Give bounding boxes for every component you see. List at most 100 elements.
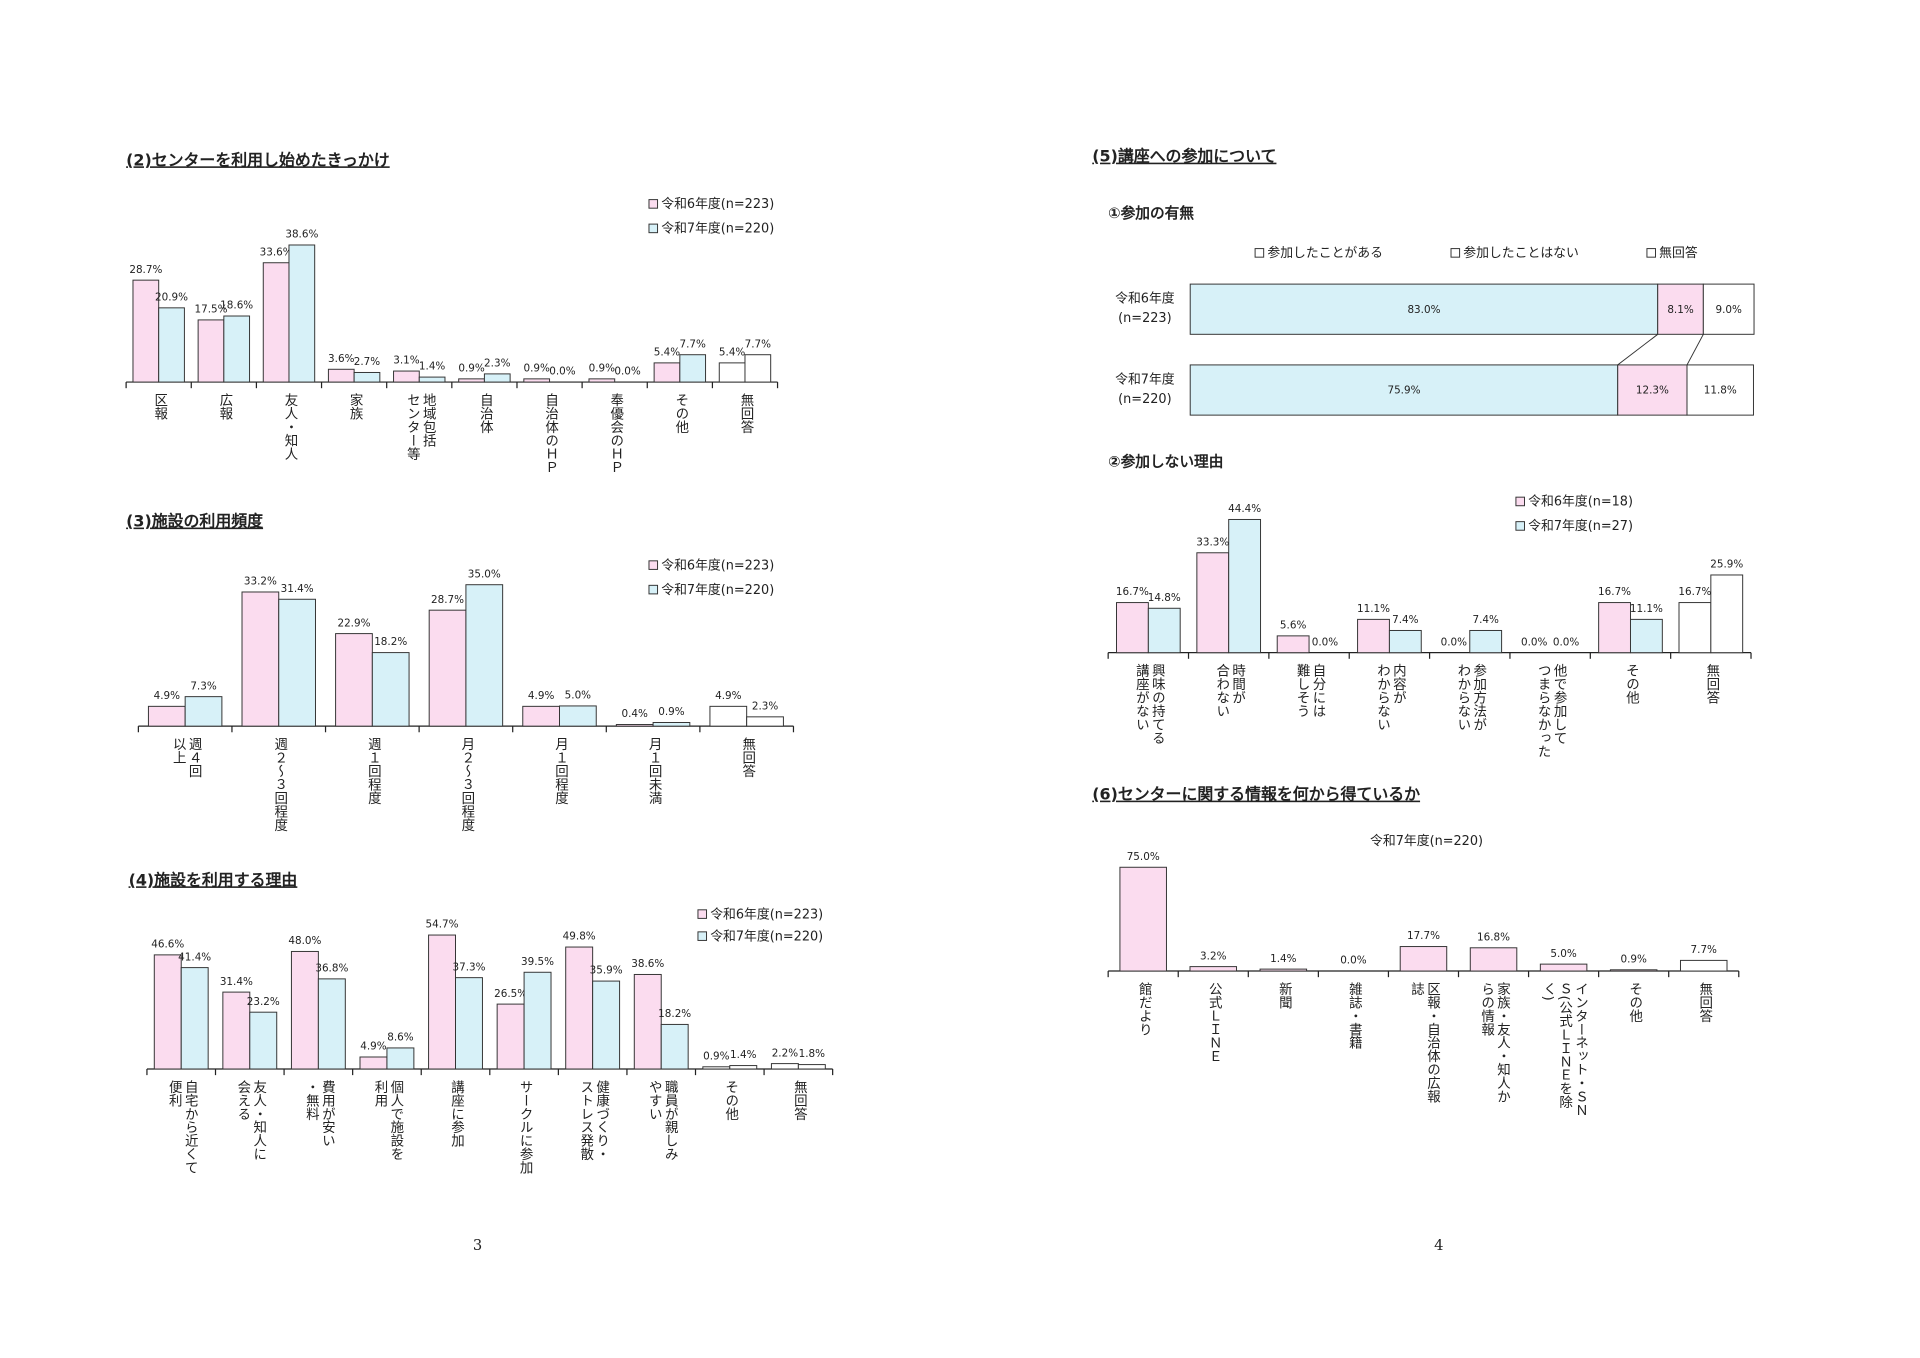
bar-segment	[1189, 283, 1659, 335]
legend-label: 参加したことはない	[1463, 245, 1579, 261]
legend-swatch	[648, 560, 659, 570]
legend-label: 参加したことがある	[1267, 245, 1383, 261]
value-label: 1.4%	[730, 1049, 757, 1061]
legend-label: 令和7年度(n=220)	[710, 928, 823, 944]
value-label: 18.6%	[220, 300, 253, 312]
legend-label: 令和7年度(n=220)	[1370, 833, 1483, 849]
value-label: 4.9%	[360, 1041, 387, 1053]
value-label: 18.2%	[374, 636, 407, 648]
value-label: 5.0%	[565, 690, 592, 702]
category-label: 月２～３回程度	[458, 737, 475, 832]
category-label: 区報・自治体の広報	[1424, 982, 1441, 1104]
bar	[222, 991, 251, 1070]
category-label: 新聞	[1276, 982, 1293, 1010]
value-label: 9.0%	[1715, 304, 1742, 316]
value-label: 1.8%	[799, 1048, 826, 1060]
connector	[1686, 334, 1704, 366]
category-label: Ｓ(公式ＬＩＮＥを除	[1556, 982, 1573, 1109]
legend-label: 令和6年度(n=223)	[661, 557, 774, 573]
value-label: 28.7%	[431, 594, 464, 606]
category-label: わからない	[1374, 664, 1391, 731]
category-label: 無回答	[791, 1080, 808, 1121]
value-label: 0.9%	[458, 363, 485, 375]
category-label: 会える	[234, 1080, 251, 1121]
category-label: 利用	[371, 1080, 388, 1108]
value-label: 0.0%	[614, 366, 641, 378]
value-label: 17.7%	[1407, 930, 1440, 942]
bar	[428, 934, 456, 1070]
category-label: 難しそう	[1294, 664, 1311, 718]
value-label: 5.6%	[1280, 620, 1307, 632]
legend-swatch	[697, 931, 708, 941]
value-label: 0.9%	[658, 706, 685, 718]
value-label: 14.8%	[1148, 592, 1181, 604]
category-label: インターネット・ＳＮ	[1572, 982, 1588, 1117]
value-label: 33.3%	[1196, 536, 1229, 548]
legend-label: 無回答	[1659, 245, 1698, 261]
value-label: 2.7%	[354, 356, 381, 368]
value-label: 11.1%	[1630, 603, 1663, 615]
value-label: 7.4%	[1472, 614, 1499, 626]
value-label: 11.8%	[1704, 385, 1737, 397]
value-label: 0.9%	[589, 363, 616, 375]
bar	[158, 307, 185, 383]
bar	[197, 319, 225, 383]
bar	[588, 378, 616, 383]
bar	[465, 584, 504, 727]
bar	[359, 1056, 388, 1070]
category-label: センター等	[404, 393, 421, 461]
category-label: わからない	[1454, 664, 1471, 731]
legend-swatch	[1646, 248, 1656, 258]
bar-segment	[1686, 364, 1754, 416]
legend-swatch	[1515, 496, 1525, 507]
value-label: 2.3%	[484, 358, 511, 370]
bar	[1196, 552, 1230, 654]
value-label: 0.0%	[1441, 636, 1468, 648]
value-label: 49.8%	[563, 931, 596, 943]
bar	[288, 244, 316, 383]
category-label: 家族・友人・知人か	[1494, 981, 1511, 1104]
value-label: 8.1%	[1667, 304, 1694, 316]
value-label: 7.4%	[1392, 614, 1419, 626]
value-label: 12.3%	[1636, 385, 1669, 397]
bar	[335, 633, 373, 727]
section-title: (5)講座への参加について	[1092, 147, 1276, 166]
bar	[241, 591, 280, 727]
value-label: 0.0%	[1553, 636, 1580, 648]
bar-segment	[1189, 364, 1619, 416]
bar	[1539, 963, 1588, 972]
chart-title: (3)施設の利用頻度	[126, 512, 263, 531]
bar	[483, 373, 511, 383]
value-label: 3.6%	[328, 353, 355, 365]
legend-swatch	[1515, 521, 1525, 531]
value-label: 38.6%	[631, 958, 664, 970]
bar	[1276, 635, 1310, 654]
chart-title: (2)センターを利用し始めたきっかけ	[126, 150, 390, 169]
category-label: 月１回未満	[646, 737, 663, 805]
value-label: 1.4%	[419, 361, 446, 373]
category-label: 週１回程度	[365, 737, 382, 805]
value-label: 16.7%	[1116, 586, 1149, 598]
bar	[278, 598, 316, 727]
category-label: 友人・知人に	[250, 1080, 267, 1161]
category-label: 個人で施設を	[387, 1080, 404, 1161]
bar	[353, 371, 381, 383]
bar	[180, 967, 209, 1070]
category-label: 興味の持てる	[1149, 664, 1166, 745]
category-label: 健康づくり・	[593, 1080, 610, 1161]
bar	[393, 370, 420, 383]
category-label: 合わない	[1213, 664, 1230, 718]
value-label: 1.4%	[1270, 953, 1297, 965]
value-label: 83.0%	[1407, 304, 1440, 316]
bar	[1469, 629, 1503, 654]
legend-swatch	[1254, 248, 1265, 258]
category-label: 区報	[151, 393, 168, 420]
value-label: 7.7%	[1691, 944, 1718, 956]
bar	[153, 954, 182, 1070]
legend-swatch	[648, 199, 659, 209]
value-label: 25.9%	[1710, 559, 1743, 571]
bar	[371, 652, 410, 727]
category-label: 週４回	[186, 737, 203, 778]
value-label: 0.0%	[1521, 636, 1548, 648]
